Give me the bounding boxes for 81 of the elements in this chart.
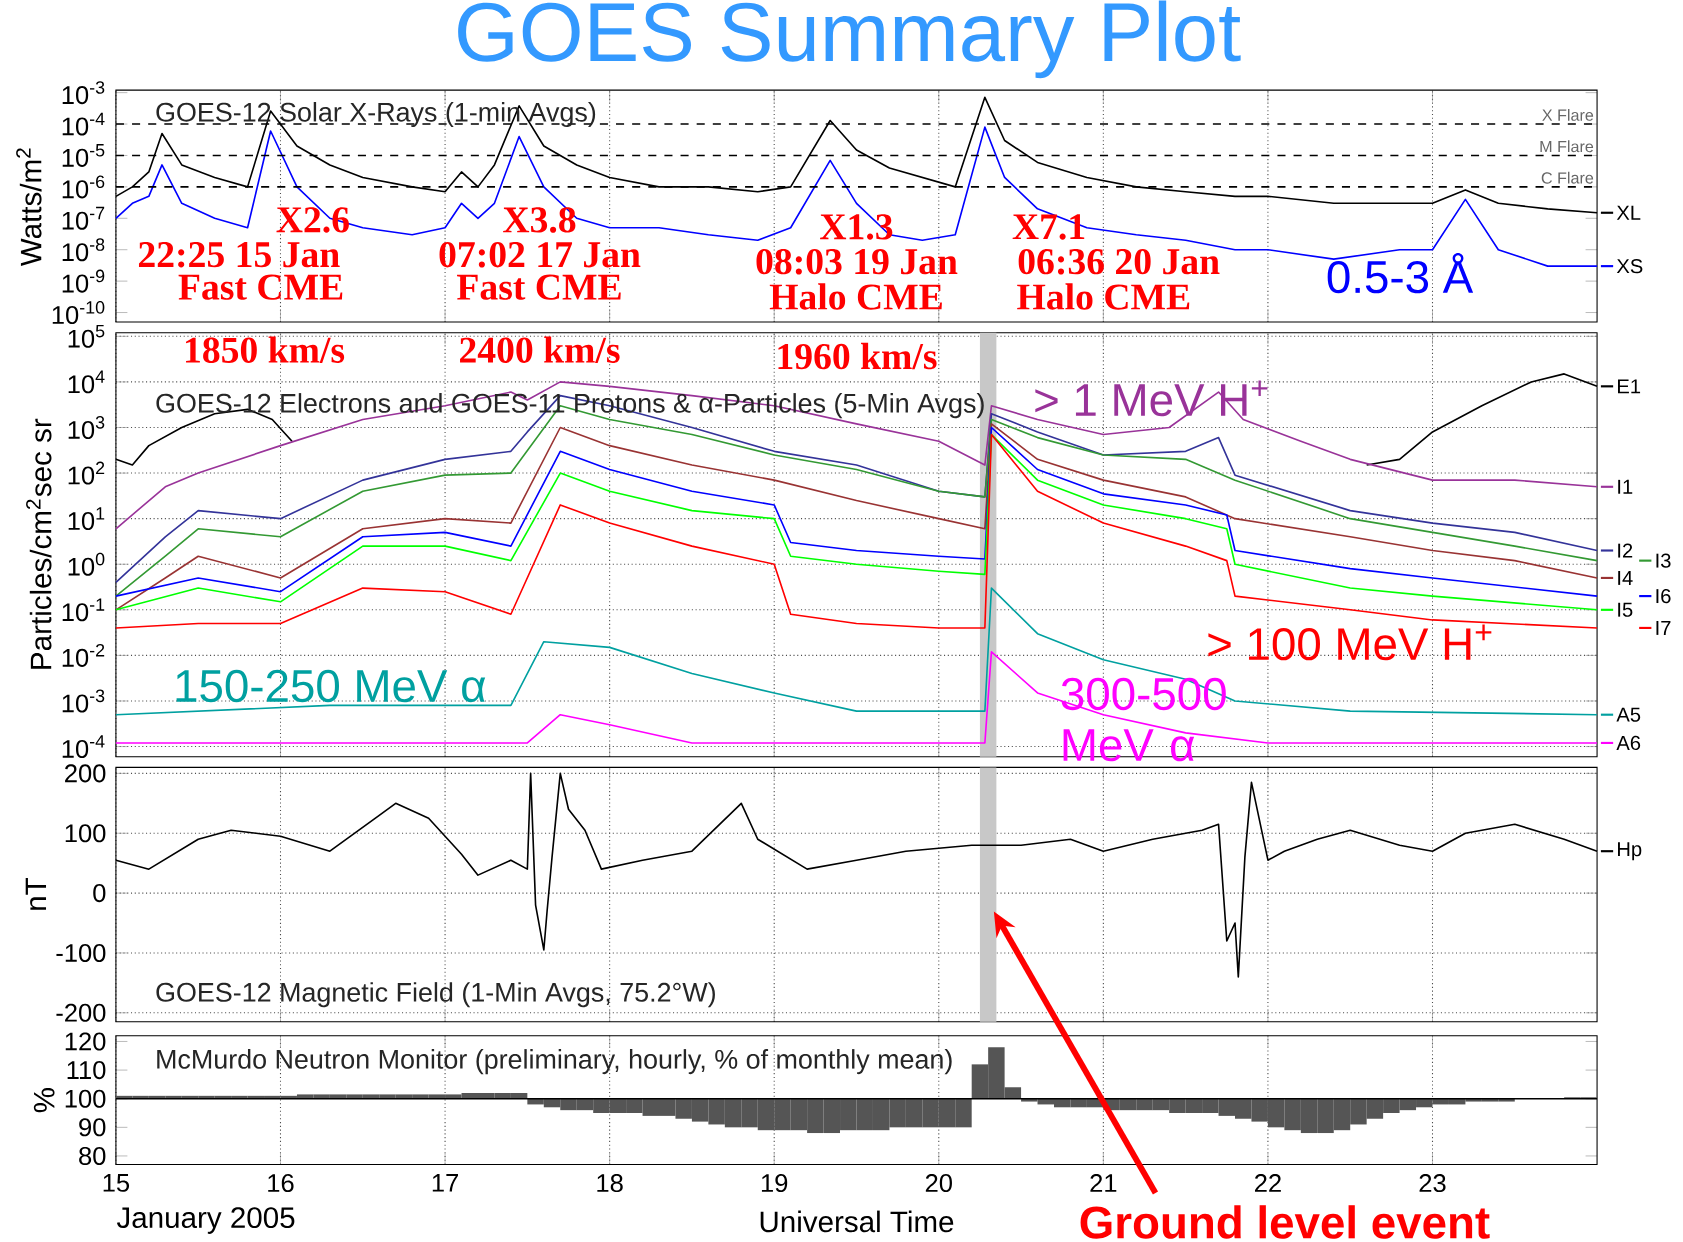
legend-label: A5 <box>1616 707 1641 722</box>
y-tick-label: 110 <box>67 1060 106 1079</box>
y-tick-label: 10$^{-3}$ <box>62 689 105 713</box>
legend-label: I3 <box>1656 553 1671 568</box>
x-tick-label: 23 <box>1419 1173 1446 1192</box>
annotation: 06:36 20 Jan <box>1018 248 1220 275</box>
chart-subtitle: McMurdo Neutron Monitor (preliminary, hourly, % of monthly mean) <box>157 1048 952 1074</box>
chart-title: GOES Summary Plot <box>458 0 1241 79</box>
annotation: X2.6 <box>276 207 349 233</box>
y-tick-label: 10$^{5}$ <box>68 324 105 348</box>
y-tick-label: 10$^{-8}$ <box>62 238 105 262</box>
annotation: 150-250 MeV α <box>176 669 486 703</box>
legend-label: I4 <box>1618 570 1633 585</box>
annotation: 300-500 MeV α <box>1061 677 1226 762</box>
y-tick-label: 10$^{4}$ <box>68 370 105 394</box>
annotation: 2400 km/s <box>460 336 620 363</box>
legend-label: I1 <box>1618 479 1633 494</box>
legend-label: XL <box>1616 205 1641 220</box>
y-axis-title: Particles/cm$^{2}$sec sr <box>26 418 52 669</box>
annotation: 08:03 19 Jan <box>756 248 958 275</box>
ref-line-label: X Flare <box>1542 108 1594 121</box>
y-tick-label: 10$^{3}$ <box>68 415 105 439</box>
y-tick-label: 100 <box>65 1089 106 1108</box>
ref-line-label: C Flare <box>1541 171 1594 184</box>
annotation: X3.8 <box>503 207 576 233</box>
legend-label: A6 <box>1616 735 1641 750</box>
annotation: 1960 km/s <box>778 342 937 370</box>
y-tick-label: 10$^{-6}$ <box>62 175 105 199</box>
legend-label: XS <box>1616 258 1643 274</box>
x-tick-label: 16 <box>268 1173 294 1192</box>
x-axis-title: Universal Time <box>760 1210 954 1233</box>
y-tick-label: 100 <box>65 824 106 843</box>
y-tick-label: 10$^{-4}$ <box>62 734 105 758</box>
y-tick-label: 90 <box>79 1118 106 1137</box>
y-tick-label: 0 <box>93 883 106 902</box>
ref-line-label: M Flare <box>1540 140 1594 153</box>
legend-label: I6 <box>1656 588 1671 604</box>
annotation: Halo CME <box>1017 283 1190 310</box>
y-tick-label: -100 <box>56 943 106 962</box>
y-tick-label: 10$^{-5}$ <box>62 143 105 167</box>
y-tick-label: 10$^{-7}$ <box>62 206 105 230</box>
annotation: 0.5-3 Å <box>1327 252 1474 294</box>
x-tick-label: 21 <box>1090 1173 1117 1192</box>
y-tick-label: 10$^{-9}$ <box>62 269 105 293</box>
y-tick-label: -200 <box>56 1003 106 1022</box>
annotation: Fast CME <box>457 274 621 300</box>
annotation: > 100 MeV H$^{+}$ <box>1208 624 1492 661</box>
annotation: 07:02 17 Jan <box>439 241 641 268</box>
annotation: 22:25 15 Jan <box>138 241 340 268</box>
y-tick-label: 10$^{-2}$ <box>62 643 105 667</box>
text: GOES-12 Magnetic Field (1-Min Avgs, 75.2°W) <box>156 981 715 1008</box>
y-tick-label: 10$^{1}$ <box>68 507 105 530</box>
annotation: Halo CME <box>769 283 942 310</box>
x-tick-label: 17 <box>432 1173 459 1192</box>
annotation: X7.1 <box>1012 214 1085 240</box>
y-axis-title: % <box>33 1087 55 1113</box>
y-tick-label: 10$^{-3}$ <box>62 80 105 104</box>
x-tick-label: 20 <box>925 1173 952 1192</box>
y-tick-label: 10$^{-4}$ <box>62 112 105 136</box>
y-axis-title: nT <box>25 877 47 910</box>
x-tick-label: 19 <box>761 1173 788 1192</box>
legend-label: I5 <box>1618 602 1633 617</box>
annotation: 1850 km/s <box>186 336 345 363</box>
y-tick-label: 10$^{-10}$ <box>52 300 105 324</box>
y-tick-label: 10$^{2}$ <box>68 461 105 485</box>
annotation: Fast CME <box>178 274 343 300</box>
y-tick-label: 10$^{0}$ <box>68 552 105 576</box>
x-tick-label: 22 <box>1254 1173 1281 1192</box>
legend-label: E1 <box>1618 379 1641 394</box>
y-tick-label: 200 <box>65 764 106 783</box>
y-tick-label: 120 <box>65 1032 106 1051</box>
y-axis-title: Watts/m$^{2}$ <box>16 148 42 266</box>
legend-label: I2 <box>1618 543 1633 558</box>
text: Ground level event <box>1080 1205 1490 1239</box>
legend-label: I7 <box>1656 620 1671 635</box>
y-tick-label: 80 <box>79 1146 106 1165</box>
y-tick-label: 10$^{-1}$ <box>62 598 105 622</box>
text: January 2005 <box>116 1207 295 1234</box>
series-label: Hp <box>1618 842 1642 861</box>
x-tick-label: 15 <box>103 1173 130 1192</box>
x-tick-label: 18 <box>597 1173 623 1192</box>
